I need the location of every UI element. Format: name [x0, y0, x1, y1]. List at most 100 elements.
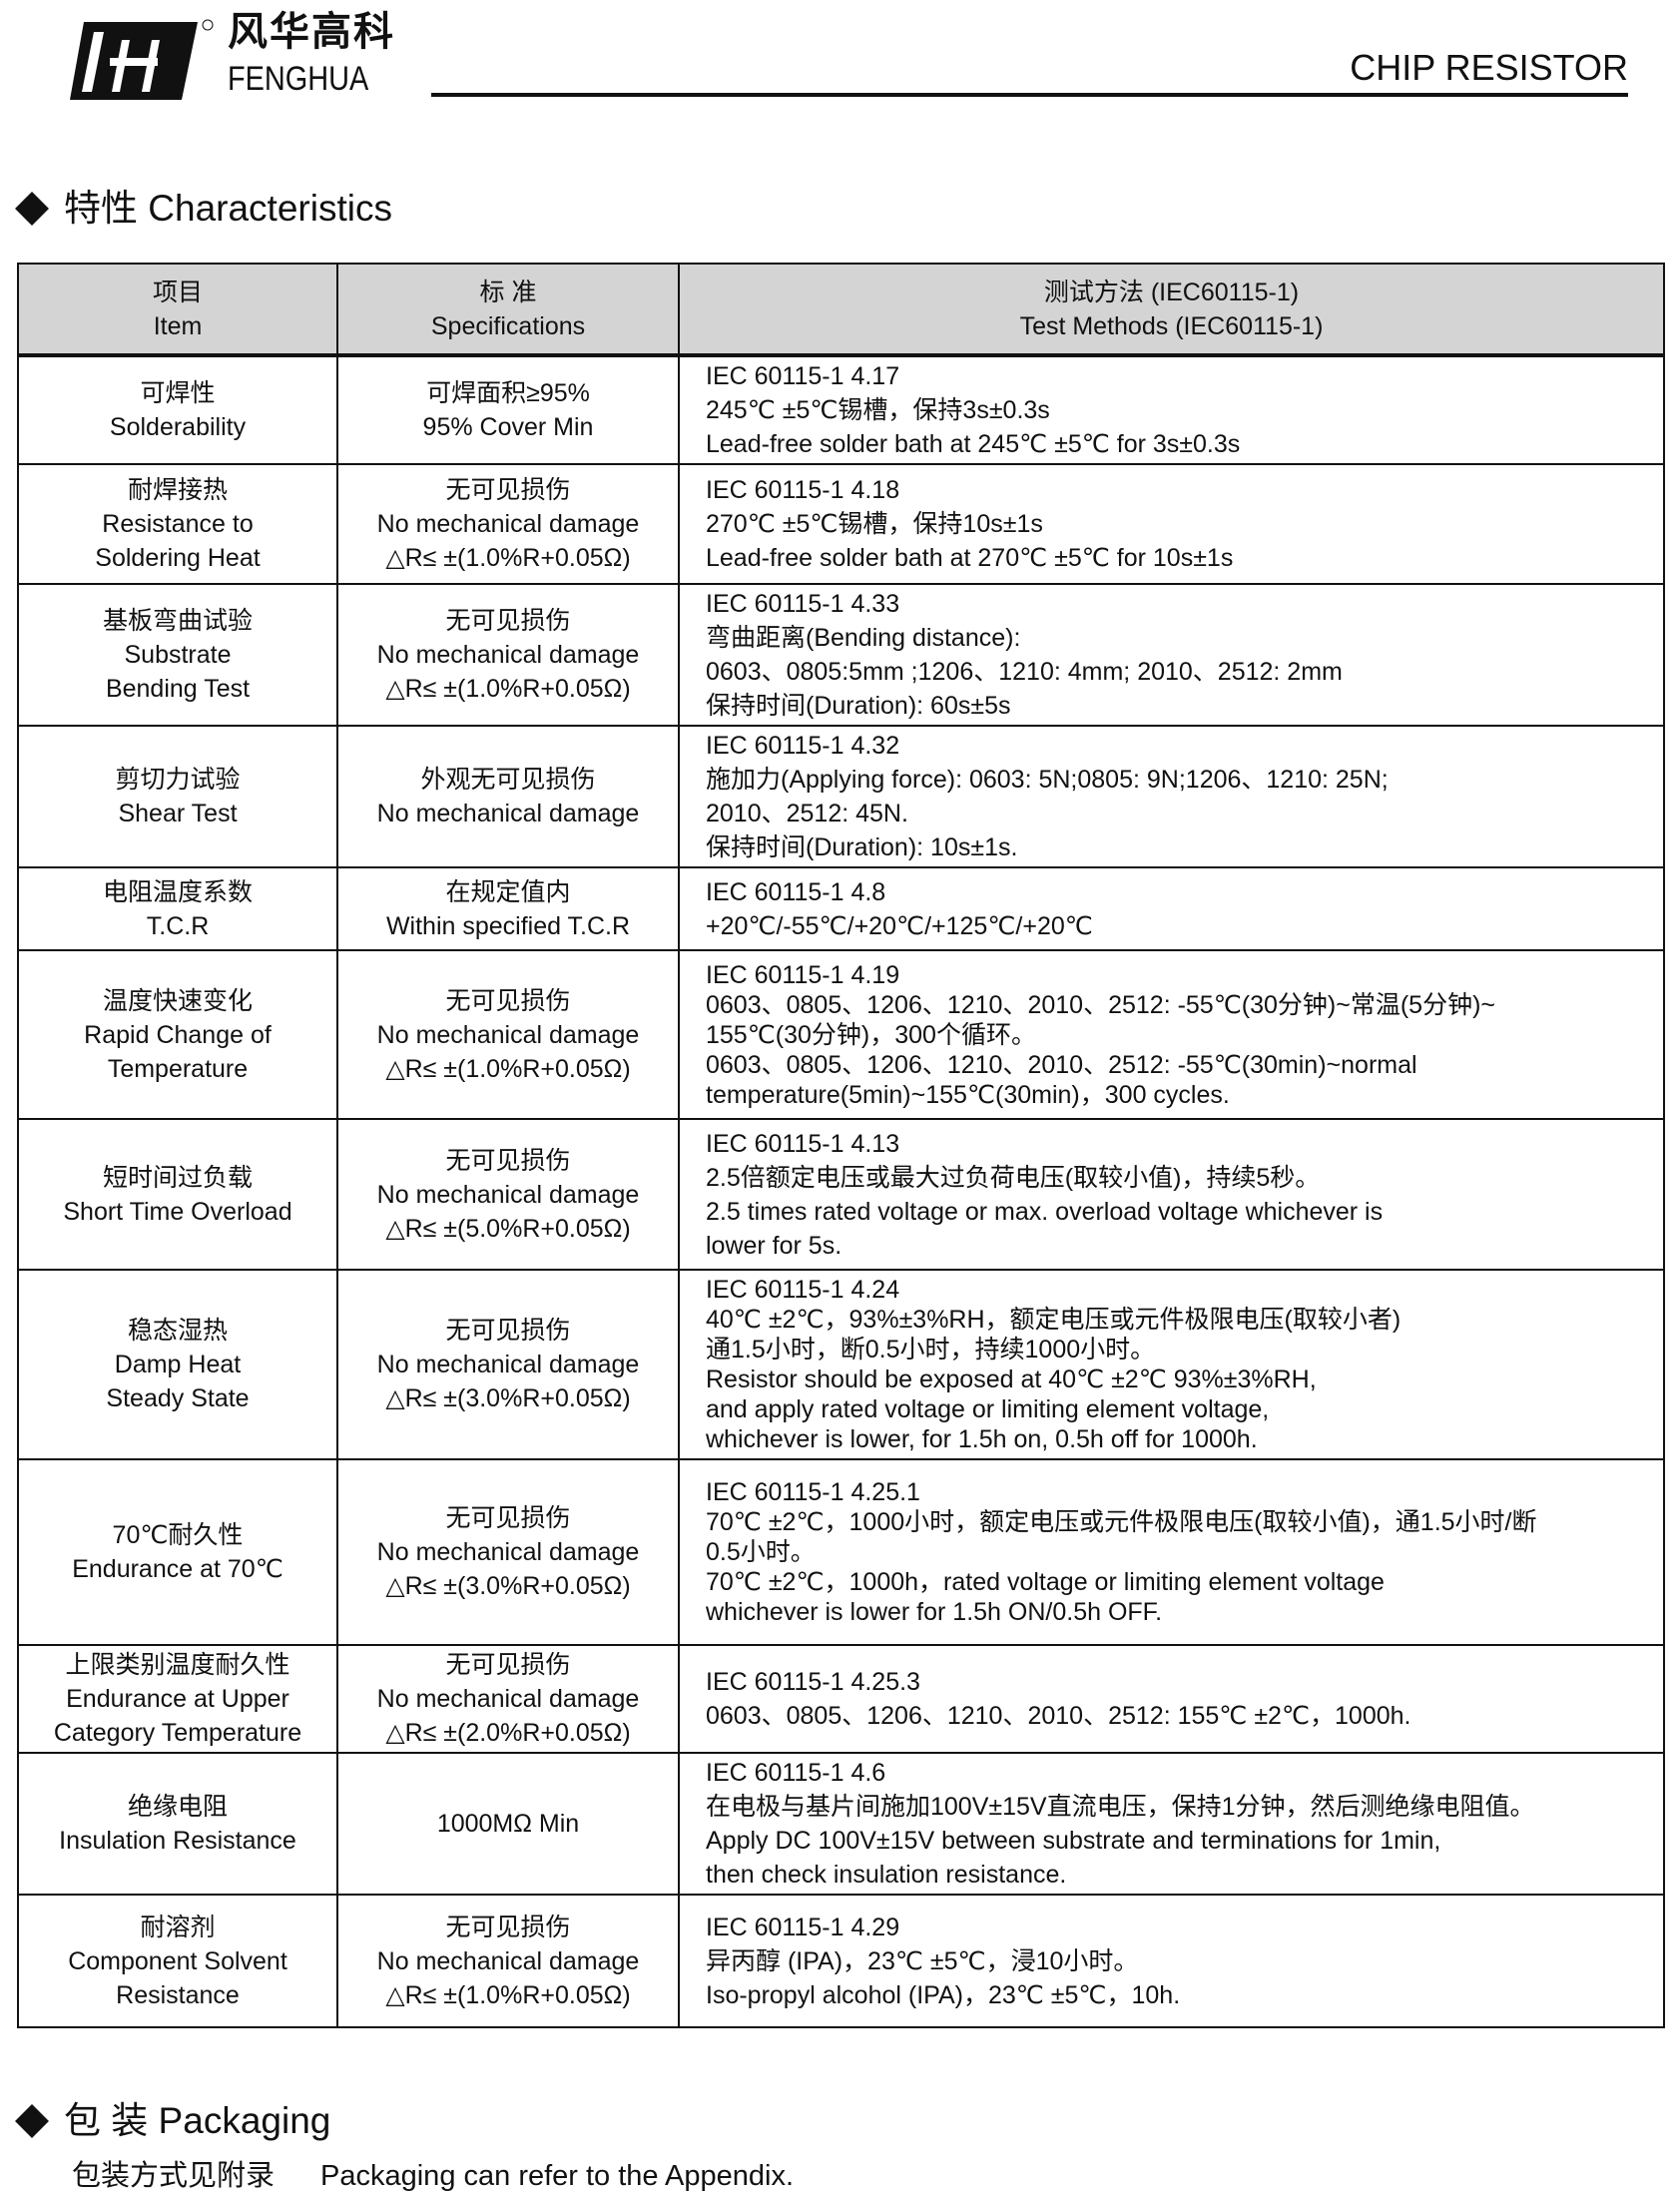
table-row: 耐溶剂 Component Solvent Resistance 无可见损伤 No me… [17, 1894, 1665, 2028]
item-line: Temperature [107, 1054, 249, 1083]
method-line: 在电极与基片间施加100V±15V直流电压，保持1分钟，然后测绝缘电阻值。 [706, 1793, 1535, 1821]
method-cell: IEC 60115-1 4.25.1 70℃ ±2℃，1000小时，额定电压或元件… [678, 1458, 1665, 1646]
spec-line: 无可见损伤 [445, 1146, 571, 1175]
item-line: 电阻温度系数 [102, 877, 253, 906]
item-cell: 耐焊接热 Resistance to Soldering Heat [17, 463, 338, 585]
characteristics-table: 项目 Item 标 准 Specifications 测试方法 (IEC60115-1)… [17, 263, 1665, 2028]
item-line: 可焊性 [140, 379, 216, 407]
spec-line: No mechanical damage [376, 1180, 640, 1209]
spec-line: △R≤ ±(1.0%R+0.05Ω) [385, 675, 631, 703]
table-row: 温度快速变化 Rapid Change of Temperature 无可见损伤 No … [17, 949, 1665, 1120]
spec-line: △R≤ ±(3.0%R+0.05Ω) [385, 1384, 631, 1412]
spec-cell: 无可见损伤 No mechanical damage △R≤ ±(1.0%R+0.0… [336, 1894, 680, 2028]
item-line: Category Temperature [53, 1719, 302, 1747]
method-line: Resistor should be exposed at 40℃ ±2℃ 93… [706, 1366, 1317, 1393]
item-line: Insulation Resistance [59, 1827, 296, 1855]
method-line: IEC 60115-1 4.6 [706, 1759, 886, 1787]
table-row: 剪切力试验 Shear Test 外观无可见损伤 No mechanical dama… [17, 725, 1665, 868]
spec-cell: 1000MΩ Min [336, 1752, 680, 1896]
item-cell: 上限类别温度耐久性 Endurance at Upper Category Temp… [17, 1644, 338, 1754]
header-line: Item [153, 311, 203, 340]
spec-line: No mechanical damage [376, 510, 640, 538]
method-line: IEC 60115-1 4.8 [706, 877, 886, 906]
method-line: 70℃ ±2℃，1000小时，额定电压或元件极限电压(取较小值)，通1.5小时/… [706, 1508, 1537, 1536]
method-cell: IEC 60115-1 4.32 施加力(Applying force): 060… [678, 725, 1665, 868]
spec-cell: 无可见损伤 No mechanical damage △R≤ ±(1.0%R+0.0… [336, 949, 680, 1120]
spec-line: No mechanical damage [376, 1946, 640, 1975]
method-line: 0603、0805、1206、1210、2010、2512: -55℃(30mi… [706, 1050, 1417, 1079]
method-line: IEC 60115-1 4.29 [706, 1913, 900, 1941]
table-row: 电阻温度系数 T.C.R 在规定值内 Within specified T.C.R IE… [17, 866, 1665, 951]
spec-line: 无可见损伤 [445, 1913, 571, 1941]
section-characteristics: 特性 Characteristics [15, 186, 1680, 232]
spec-cell: 无可见损伤 No mechanical damage △R≤ ±(3.0%R+0.0… [336, 1458, 680, 1646]
method-cell: IEC 60115-1 4.29 异丙醇 (IPA)，23℃ ±5℃，浸10小时。… [678, 1894, 1665, 2028]
method-line: lower for 5s. [706, 1231, 842, 1260]
spec-cell: 无可见损伤 No mechanical damage △R≤ ±(1.0%R+0.0… [336, 583, 680, 727]
method-line: Iso-propyl alcohol (IPA)，23℃ ±5℃，10h. [706, 1980, 1181, 2009]
diamond-bullet-icon [15, 192, 49, 226]
item-cell: 电阻温度系数 T.C.R [17, 866, 338, 951]
page-body: 特性 Characteristics 项目 Item 标 准 Specificatio… [0, 186, 1680, 2194]
table-row: 稳态湿热 Damp Heat Steady State 无可见损伤 No mechani… [17, 1269, 1665, 1460]
spec-cell: 外观无可见损伤 No mechanical damage [336, 725, 680, 868]
item-line: Rapid Change of [84, 1020, 272, 1049]
spec-line: 95% Cover Min [422, 413, 594, 441]
item-line: 短时间过负载 [102, 1163, 253, 1192]
item-line: Substrate [124, 641, 232, 669]
spec-line: △R≤ ±(2.0%R+0.05Ω) [385, 1719, 631, 1747]
spec-line: 可焊面积≥95% [426, 379, 590, 407]
item-line: Resistance [116, 1980, 240, 2009]
item-line: 温度快速变化 [102, 986, 253, 1015]
item-line: Steady State [106, 1384, 250, 1412]
method-line: whichever is lower for 1.5h ON/0.5h OFF. [706, 1598, 1163, 1626]
method-line: Lead-free solder bath at 245℃ ±5℃ for 3s… [706, 430, 1241, 458]
method-line: Apply DC 100V±15V between substrate and … [706, 1827, 1441, 1855]
method-line: 245℃ ±5℃锡槽，保持3s±0.3s [706, 396, 1050, 424]
spec-line: No mechanical damage [376, 641, 640, 669]
method-cell: IEC 60115-1 4.8 +20℃/-55℃/+20℃/+125℃/+20℃ [678, 866, 1665, 951]
method-cell: IEC 60115-1 4.17 245℃ ±5℃锡槽，保持3s±0.3s Lead… [678, 354, 1665, 465]
brand-name-en: FENGHUA [228, 60, 369, 98]
method-line: 0.5小时。 [706, 1538, 816, 1566]
method-line: 2.5 times rated voltage or max. overload… [706, 1197, 1384, 1226]
spec-line: 无可见损伤 [445, 1504, 571, 1532]
spec-line: 在规定值内 [445, 877, 571, 906]
spec-line: No mechanical damage [376, 1685, 640, 1713]
item-line: 剪切力试验 [115, 766, 241, 794]
spec-line: △R≤ ±(1.0%R+0.05Ω) [385, 544, 631, 572]
spec-line: △R≤ ±(5.0%R+0.05Ω) [385, 1214, 631, 1243]
item-cell: 剪切力试验 Shear Test [17, 725, 338, 868]
method-line: 2010、2512: 45N. [706, 800, 908, 827]
item-cell: 绝缘电阻 Insulation Resistance [17, 1752, 338, 1896]
item-line: 绝缘电阻 [127, 1793, 228, 1821]
method-line: 施加力(Applying force): 0603: 5N;0805: 9N;1… [706, 766, 1389, 794]
method-line: 异丙醇 (IPA)，23℃ ±5℃，浸10小时。 [706, 1946, 1139, 1975]
spec-line: 无可见损伤 [445, 476, 571, 504]
spec-cell: 无可见损伤 No mechanical damage △R≤ ±(1.0%R+0.0… [336, 463, 680, 585]
packaging-note: 包装方式见附录 Packaging can refer to the Appen… [72, 2158, 1680, 2194]
section-packaging: 包 装 Packaging [15, 2098, 1680, 2144]
item-line: 70℃耐久性 [112, 1521, 244, 1549]
method-line: IEC 60115-1 4.33 [706, 590, 900, 618]
section-title: 包 装 Packaging [64, 2100, 331, 2141]
column-header: 测试方法 (IEC60115-1) Test Methods (IEC60115-… [678, 263, 1665, 357]
spec-line: 无可见损伤 [445, 1651, 571, 1679]
method-cell: IEC 60115-1 4.13 2.5倍额定电压或最大过负荷电压(取较小值)，持… [678, 1118, 1665, 1271]
method-line: IEC 60115-1 4.19 [706, 960, 900, 989]
table-row: 基板弯曲试验 Substrate Bending Test 无可见损伤 No mecha… [17, 583, 1665, 727]
table-row: 可焊性 Solderability 可焊面积≥95% 95% Cover Min IEC… [17, 354, 1665, 465]
header-rule [431, 93, 1628, 97]
packaging-text-cn: 包装方式见附录 [72, 2160, 276, 2192]
method-line: IEC 60115-1 4.32 [706, 732, 900, 760]
item-cell: 70℃耐久性 Endurance at 70℃ [17, 1458, 338, 1646]
item-cell: 耐溶剂 Component Solvent Resistance [17, 1894, 338, 2028]
item-line: Shear Test [118, 800, 238, 827]
spec-line: Within specified T.C.R [385, 911, 631, 940]
item-line: Component Solvent [68, 1946, 287, 1975]
spec-line: 外观无可见损伤 [420, 766, 596, 794]
spec-line: No mechanical damage [376, 1020, 640, 1049]
table-row: 短时间过负载 Short Time Overload 无可见损伤 No mechani… [17, 1118, 1665, 1271]
document-title: CHIP RESISTOR [1350, 47, 1628, 88]
table-row: 70℃耐久性 Endurance at 70℃ 无可见损伤 No mechanical… [17, 1458, 1665, 1646]
